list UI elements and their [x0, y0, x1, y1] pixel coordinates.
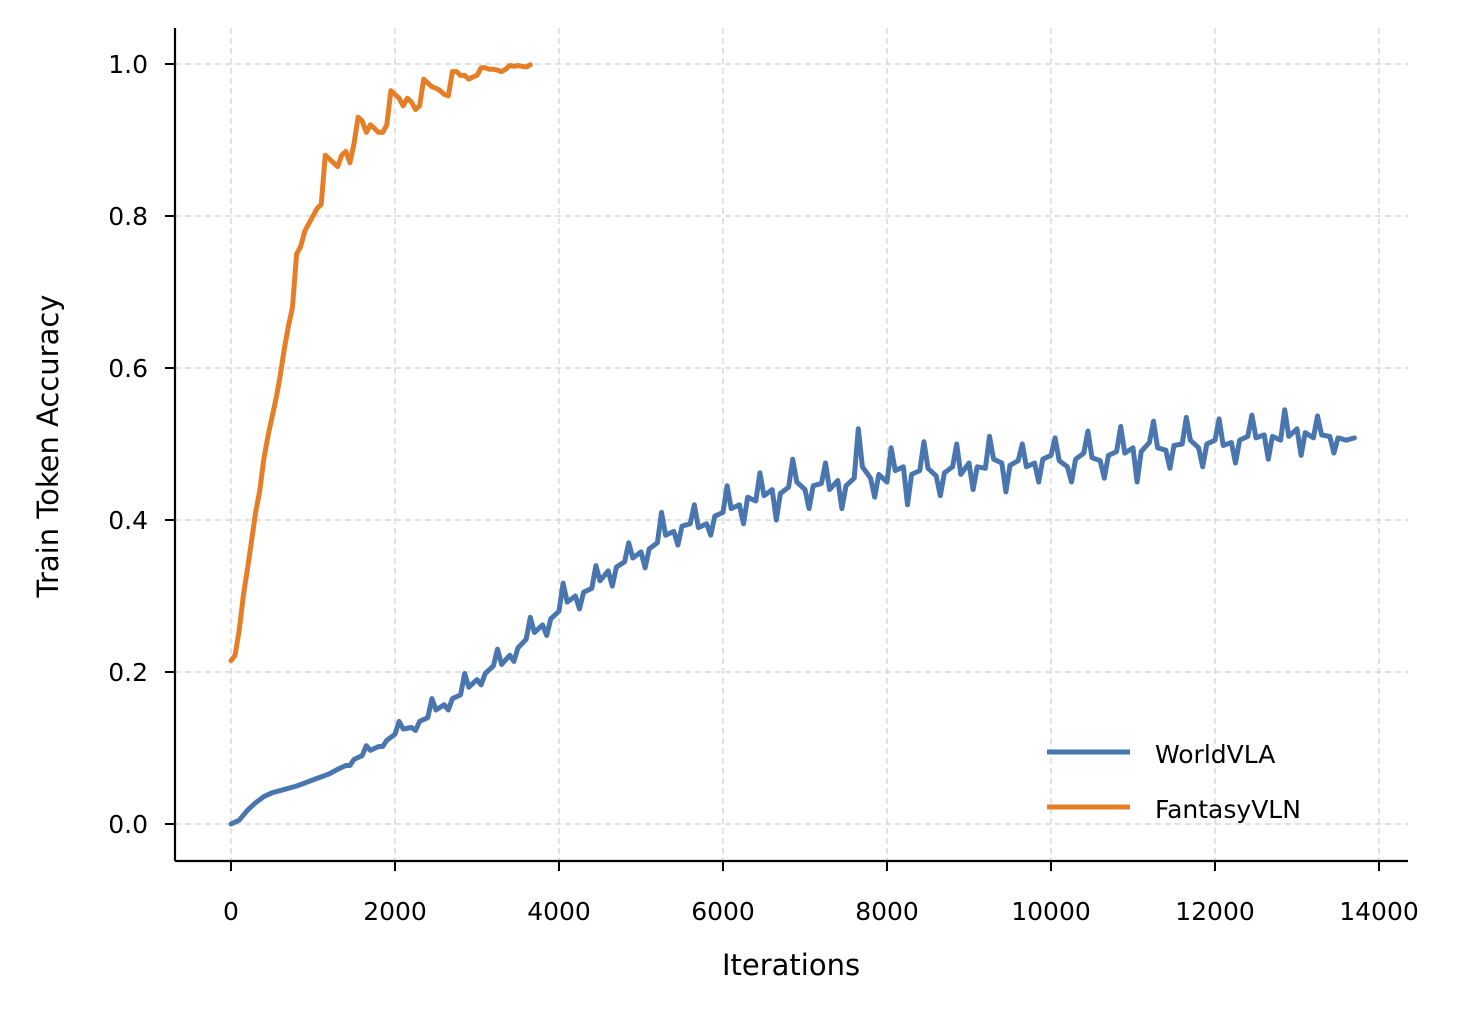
- y-tick-label: 0.2: [108, 658, 148, 687]
- x-tick-label: 2000: [363, 897, 427, 926]
- y-tick-label: 0.8: [108, 202, 148, 231]
- plot-series: [228, 62, 1357, 827]
- x-tick-label: 0: [223, 897, 239, 926]
- x-tick-label: 6000: [691, 897, 755, 926]
- legend-label-fantasyvln: FantasyVLN: [1155, 795, 1301, 824]
- legend-label-worldvla: WorldVLA: [1155, 740, 1275, 769]
- x-tick-label: 8000: [855, 897, 919, 926]
- x-tick-label: 14000: [1339, 897, 1419, 926]
- axes: [173, 28, 1408, 863]
- x-tick-label: 10000: [1011, 897, 1091, 926]
- y-axis-label: Train Token Accuracy: [31, 295, 65, 599]
- x-ticks: 0 2000 4000 6000 8000 10000 12000 14000: [223, 861, 1419, 926]
- legend: WorldVLA FantasyVLN: [1047, 740, 1301, 824]
- series-line-fantasyvln: [228, 62, 533, 664]
- y-tick-label: 0.0: [108, 810, 148, 839]
- y-tick-label: 0.6: [108, 354, 148, 383]
- x-tick-label: 4000: [527, 897, 591, 926]
- y-tick-label: 1.0: [108, 50, 148, 79]
- grid-lines: [175, 28, 1408, 861]
- y-ticks: 0.0 0.2 0.4 0.6 0.8 1.0: [108, 50, 175, 839]
- x-tick-label: 12000: [1175, 897, 1255, 926]
- series-line-worldvla: [228, 407, 1357, 827]
- y-tick-label: 0.4: [108, 506, 148, 535]
- x-axis-label: Iterations: [722, 948, 860, 982]
